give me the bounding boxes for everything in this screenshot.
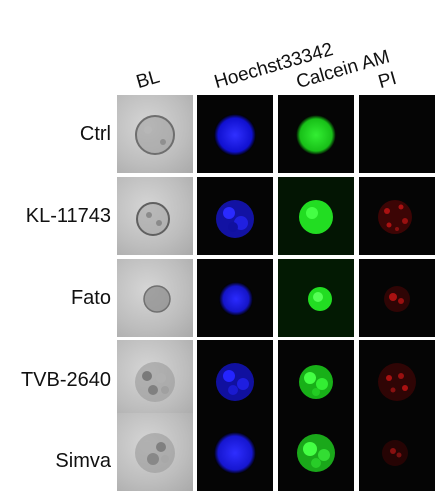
row-label-tvb2640: TVB-2640 bbox=[20, 369, 111, 391]
image-kl11743-bl bbox=[117, 177, 193, 255]
image-ctrl-calcein bbox=[278, 95, 354, 173]
image-fato-calcein bbox=[278, 259, 354, 337]
image-kl11743-calcein bbox=[278, 177, 354, 255]
image-tvb2640-hoechst bbox=[197, 340, 273, 418]
image-fato-hoechst bbox=[197, 259, 273, 337]
row-label-kl11743: KL-11743 bbox=[25, 205, 111, 227]
image-tvb2640-bl bbox=[117, 340, 193, 418]
image-fato-pi bbox=[359, 259, 435, 337]
image-simva-pi bbox=[359, 413, 435, 491]
image-ctrl-hoechst bbox=[197, 95, 273, 173]
image-tvb2640-pi bbox=[359, 340, 435, 418]
column-label-bl: BL bbox=[133, 66, 163, 94]
row-label-fato: Fato bbox=[70, 287, 111, 309]
image-simva-calcein bbox=[278, 413, 354, 491]
image-simva-hoechst bbox=[197, 413, 273, 491]
image-ctrl-pi bbox=[359, 95, 435, 173]
image-kl11743-pi bbox=[359, 177, 435, 255]
image-tvb2640-calcein bbox=[278, 340, 354, 418]
image-ctrl-bl bbox=[117, 95, 193, 173]
row-label-simva: Simva bbox=[55, 450, 111, 472]
image-kl11743-hoechst bbox=[197, 177, 273, 255]
row-label-ctrl: Ctrl bbox=[79, 123, 111, 145]
column-label-pi: PI bbox=[375, 67, 399, 94]
image-simva-bl bbox=[117, 413, 193, 491]
image-fato-bl bbox=[117, 259, 193, 337]
